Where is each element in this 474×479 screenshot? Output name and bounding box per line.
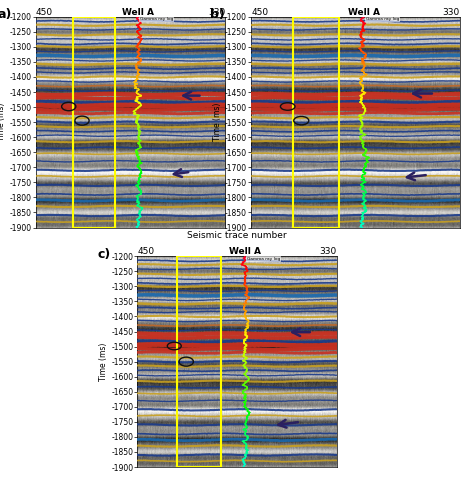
Y-axis label: Time (ms): Time (ms) [100, 342, 109, 381]
Text: Gamma ray log: Gamma ray log [366, 17, 399, 22]
Y-axis label: Time (ms): Time (ms) [0, 103, 7, 141]
Text: Well A: Well A [348, 8, 380, 17]
Bar [293, 17, 339, 228]
Text: Gamma ray log: Gamma ray log [140, 17, 173, 22]
Text: Gamma ray log: Gamma ray log [247, 257, 280, 261]
Text: Well A: Well A [229, 247, 261, 256]
Text: 330: 330 [208, 8, 225, 17]
Text: a): a) [0, 8, 12, 22]
Text: 330: 330 [319, 247, 337, 256]
Text: b): b) [210, 8, 224, 22]
Text: 330: 330 [443, 8, 460, 17]
Text: 450: 450 [251, 8, 268, 17]
Text: 450: 450 [36, 8, 53, 17]
Title: Seismic trace number: Seismic trace number [187, 231, 287, 240]
Text: 450: 450 [137, 247, 155, 256]
Y-axis label: Time (ms): Time (ms) [213, 103, 222, 141]
Text: Well A: Well A [122, 8, 154, 17]
Bar [73, 17, 115, 228]
Text: c): c) [98, 248, 111, 261]
Bar [177, 256, 221, 467]
